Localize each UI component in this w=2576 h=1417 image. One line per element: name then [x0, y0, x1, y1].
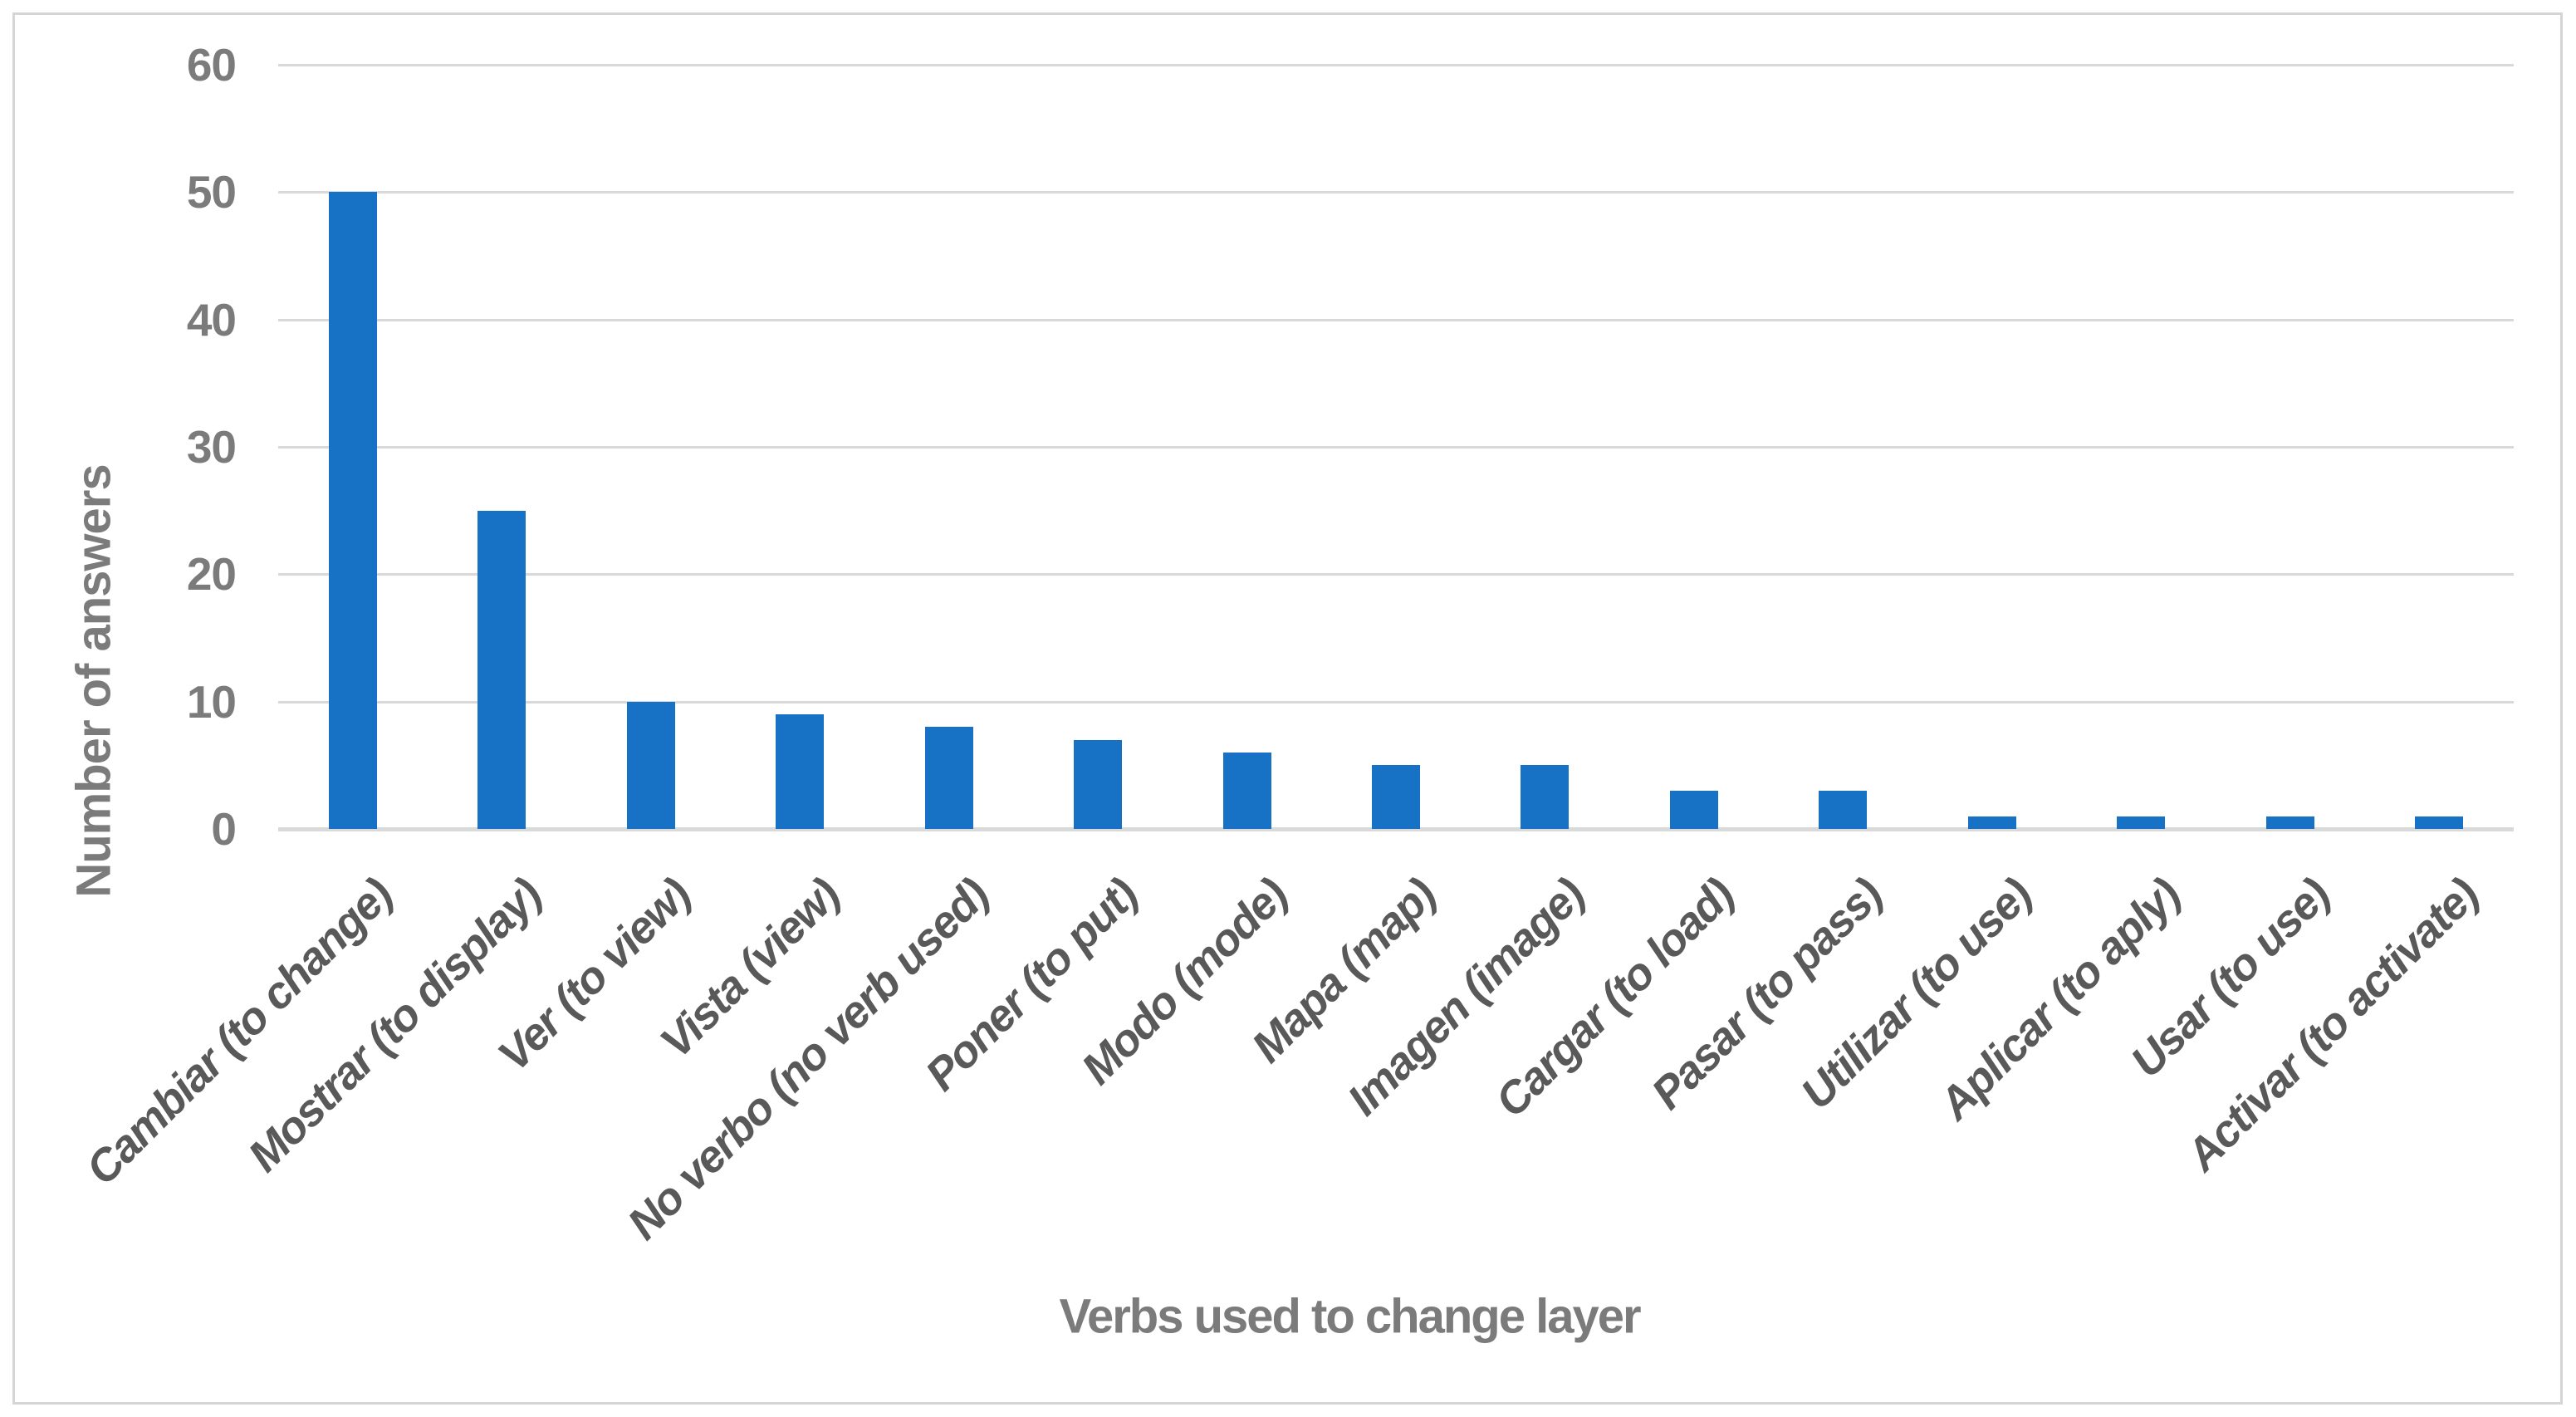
y-tick-label: 20	[186, 548, 237, 600]
bar	[1372, 765, 1420, 829]
gridline	[278, 319, 2514, 321]
bar	[329, 192, 377, 829]
bar	[925, 727, 973, 829]
bar	[477, 511, 526, 829]
x-axis-line	[278, 827, 2514, 831]
y-tick-label: 30	[186, 421, 237, 473]
bar	[1819, 791, 1867, 829]
y-tick-label: 10	[186, 676, 237, 728]
bar	[1074, 740, 1122, 829]
bar	[776, 714, 824, 829]
y-axis-title: Number of answers	[66, 464, 121, 898]
bar	[2415, 816, 2463, 829]
gridline	[278, 446, 2514, 449]
y-tick-label: 40	[186, 294, 237, 346]
bar	[2266, 816, 2314, 829]
gridline	[278, 64, 2514, 66]
x-axis-title: Verbs used to change layer	[1059, 1289, 1641, 1344]
y-tick-label: 60	[186, 39, 237, 91]
gridline	[278, 701, 2514, 704]
y-tick-label: 50	[186, 166, 237, 218]
bar	[1670, 791, 1718, 829]
bar	[1521, 765, 1569, 829]
bar	[2117, 816, 2165, 829]
chart-border	[12, 12, 2563, 1405]
bar	[627, 702, 675, 829]
y-tick-label: 0	[211, 803, 237, 855]
gridline	[278, 191, 2514, 194]
bar	[1968, 816, 2016, 829]
bar	[1223, 753, 1271, 829]
gridline	[278, 573, 2514, 576]
